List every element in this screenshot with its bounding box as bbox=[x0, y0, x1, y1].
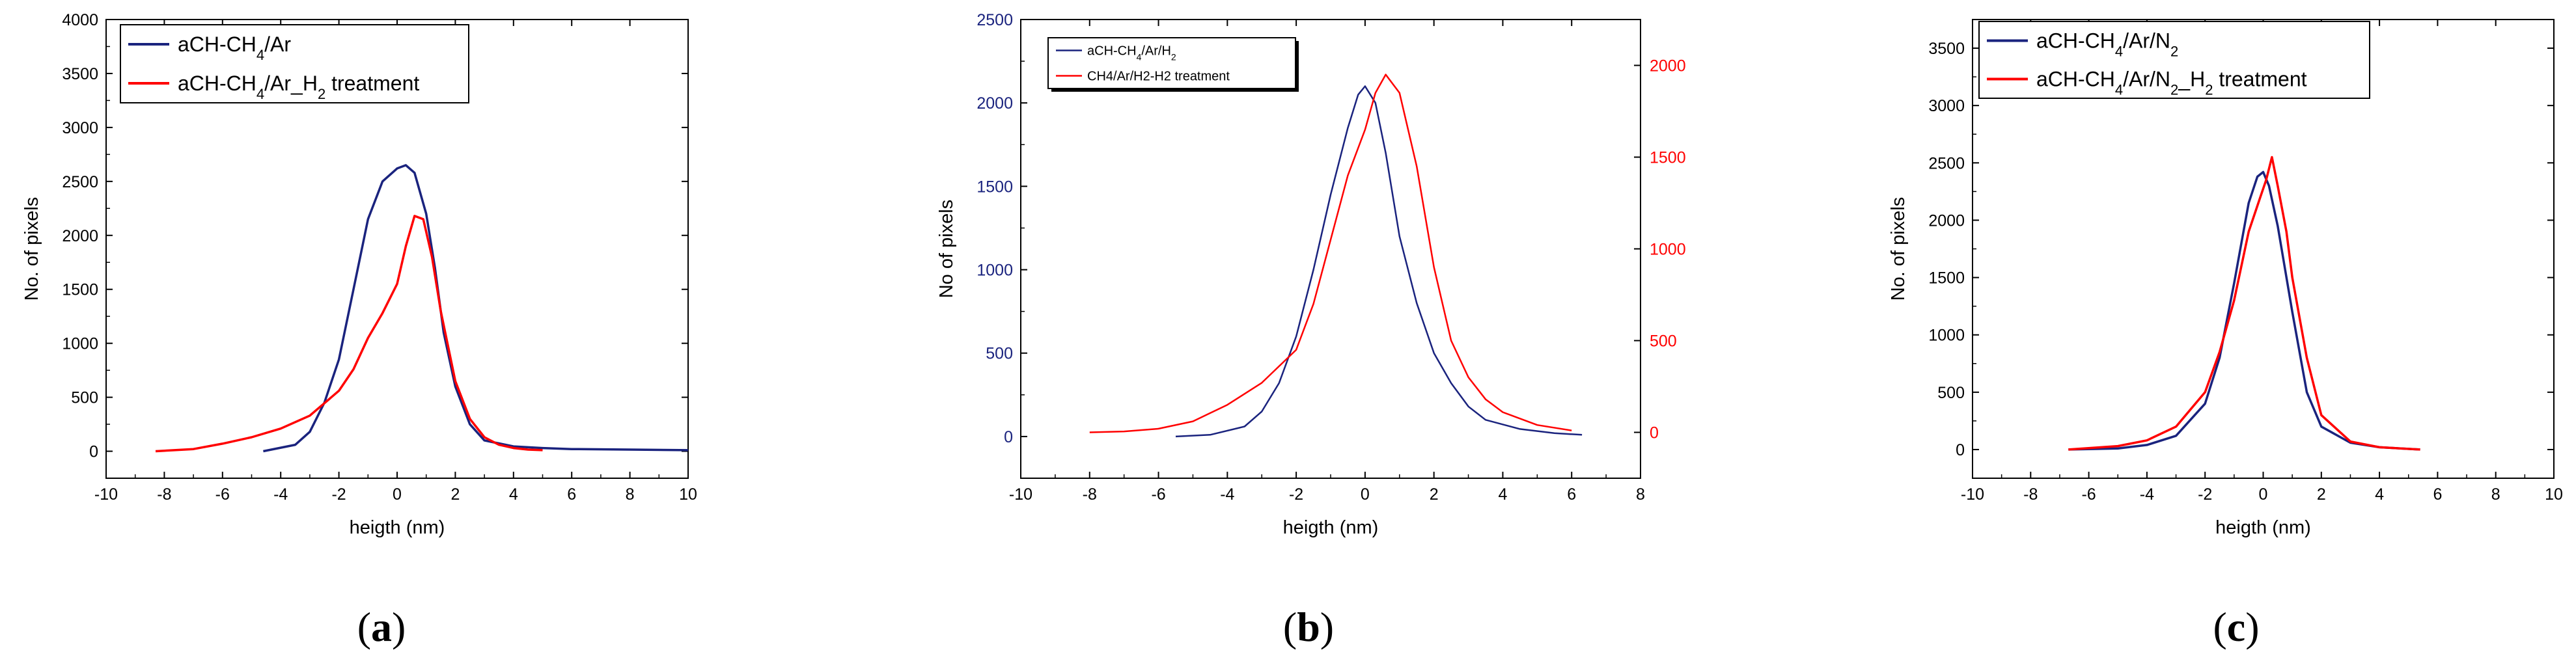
y-tick-label: 1000 bbox=[62, 335, 98, 353]
legend-box bbox=[1978, 21, 2370, 99]
y-tick-label: 2000 bbox=[1928, 211, 1965, 230]
x-tick-label: -8 bbox=[2023, 485, 2038, 504]
x-axis: -10 -8 -6 -4 -2 0 2 4 6 8 bbox=[1009, 20, 1645, 504]
series-line-1 bbox=[263, 164, 689, 453]
caption-c: (c) bbox=[2213, 604, 2259, 650]
y-tick-label: 4000 bbox=[62, 11, 98, 29]
legend-label-1: aCH-CH4/Ar/H2 bbox=[1087, 44, 1176, 62]
x-tick-label: 8 bbox=[626, 485, 635, 504]
legend-label-2: aCH-CH4/Ar_H2 treatment bbox=[178, 72, 419, 102]
series-line-1 bbox=[1175, 85, 1583, 438]
y2-tick-label: 2000 bbox=[1650, 57, 1686, 75]
y-axis-label: No. of pixels bbox=[1888, 197, 1909, 301]
x-tick-label: -4 bbox=[273, 485, 288, 504]
x-tick-label: -6 bbox=[215, 485, 230, 504]
y-axis: 0 500 1000 1500 2000 2500 bbox=[976, 11, 1027, 446]
series-line-2 bbox=[155, 215, 543, 453]
y-tick-label: 2500 bbox=[976, 11, 1013, 29]
panel-b-chart: -10 -8 -6 -4 -2 0 2 4 6 8 0 500 1000 1500 2000 2500 0 500… bbox=[936, 11, 1686, 538]
x-tick-label: 6 bbox=[567, 485, 576, 504]
x-axis-label: heigth (nm) bbox=[350, 517, 445, 538]
y-tick-label: 2000 bbox=[976, 94, 1013, 113]
y-axis-label: No. of pixels bbox=[21, 197, 42, 301]
x-tick-label: -10 bbox=[94, 485, 118, 504]
x-tick-label: 8 bbox=[2491, 485, 2500, 504]
x-tick-label: 0 bbox=[393, 485, 402, 504]
x-axis-label: heigth (nm) bbox=[1283, 517, 1379, 538]
x-tick-label: -8 bbox=[157, 485, 171, 504]
y-axis: 0 500 1000 1500 2000 2500 3000 3500 bbox=[1928, 40, 2554, 459]
x-axis-label: heigth (nm) bbox=[2215, 517, 2311, 538]
y-tick-label: 2500 bbox=[1928, 154, 1965, 172]
series-line-2 bbox=[1089, 74, 1572, 433]
x-tick-label: -10 bbox=[1961, 485, 1984, 504]
y-tick-label: 1500 bbox=[62, 281, 98, 299]
x-tick-label: 6 bbox=[1567, 485, 1576, 504]
x-tick-label: -8 bbox=[1083, 485, 1097, 504]
y-tick-label: 2500 bbox=[62, 173, 98, 191]
legend-label-2: CH4/Ar/H2-H2 treatment bbox=[1087, 70, 1230, 84]
x-tick-label: 2 bbox=[450, 485, 460, 504]
legend: aCH-CH4/Ar/H2 CH4/Ar/H2-H2 treatment bbox=[1047, 37, 1299, 92]
x-tick-label: 10 bbox=[2545, 485, 2563, 504]
panel-a-chart: -10 -8 -6 -4 -2 0 2 4 6 8 10 0 500 1000 1500 2000 2500 30… bbox=[21, 11, 697, 538]
y2-tick-label: 1500 bbox=[1650, 149, 1686, 167]
y2-axis: 0 500 1000 1500 2000 bbox=[1634, 57, 1686, 442]
caption-b: (b) bbox=[1283, 604, 1334, 650]
x-tick-label: 2 bbox=[2317, 485, 2326, 504]
y-tick-label: 3000 bbox=[62, 119, 98, 137]
y2-tick-label: 1000 bbox=[1650, 241, 1686, 259]
x-tick-label: 0 bbox=[1361, 485, 1370, 504]
x-tick-label: 8 bbox=[1636, 485, 1645, 504]
y-tick-label: 3500 bbox=[1928, 40, 1965, 58]
y-tick-label: 1000 bbox=[976, 262, 1013, 280]
legend-box bbox=[120, 24, 469, 103]
caption-a: (a) bbox=[357, 604, 406, 650]
x-tick-label: -4 bbox=[1220, 485, 1234, 504]
y-tick-label: 500 bbox=[986, 345, 1013, 363]
panel-c-chart: -10 -8 -6 -4 -2 0 2 4 6 8 10 0 500 1000 1500 2000 2500 30… bbox=[1888, 19, 2563, 538]
x-tick-label: -4 bbox=[2140, 485, 2154, 504]
x-tick-label: 10 bbox=[679, 485, 697, 504]
y-tick-label: 0 bbox=[89, 443, 98, 461]
x-tick-label: 4 bbox=[1498, 485, 1507, 504]
series-line-2 bbox=[2068, 156, 2420, 451]
y-tick-label: 0 bbox=[1004, 428, 1013, 446]
x-tick-label: 0 bbox=[2259, 485, 2268, 504]
x-tick-label: -6 bbox=[2081, 485, 2096, 504]
y-tick-label: 1000 bbox=[1928, 327, 1965, 345]
y-axis: 0 500 1000 1500 2000 2500 3000 3500 4000 bbox=[62, 11, 688, 461]
y-tick-label: 2000 bbox=[62, 227, 98, 245]
y-axis-label: No of pixels bbox=[936, 200, 957, 299]
x-tick-label: -2 bbox=[331, 485, 346, 504]
x-tick-label: -10 bbox=[1009, 485, 1032, 504]
y-tick-label: 1500 bbox=[976, 178, 1013, 196]
y2-tick-label: 0 bbox=[1650, 424, 1659, 442]
legend: aCH-CH4/Ar/N2 aCH-CH4/Ar/N2_H2 treatment bbox=[1978, 21, 2370, 99]
y2-tick-label: 500 bbox=[1650, 332, 1677, 351]
x-tick-label: 4 bbox=[2375, 485, 2384, 504]
y-tick-label: 500 bbox=[1937, 384, 1965, 402]
x-axis: -10 -8 -6 -4 -2 0 2 4 6 8 10 bbox=[1961, 20, 2563, 504]
legend-label-2: aCH-CH4/Ar/N2_H2 treatment bbox=[2036, 68, 2307, 98]
x-tick-label: 2 bbox=[1430, 485, 1439, 504]
legend-label-1: aCH-CH4/Ar bbox=[178, 33, 291, 63]
x-tick-label: -2 bbox=[2198, 485, 2212, 504]
x-tick-label: -2 bbox=[1289, 485, 1303, 504]
y-tick-label: 3000 bbox=[1928, 97, 1965, 115]
x-tick-label: 4 bbox=[509, 485, 518, 504]
y-tick-label: 500 bbox=[71, 389, 98, 407]
y-tick-label: 0 bbox=[1956, 441, 1965, 459]
series-line-1 bbox=[2068, 170, 2420, 451]
legend-label-1: aCH-CH4/Ar/N2 bbox=[2036, 29, 2178, 60]
x-tick-label: 6 bbox=[2433, 485, 2442, 504]
legend: aCH-CH4/Ar aCH-CH4/Ar_H2 treatment bbox=[120, 24, 469, 103]
y-tick-label: 3500 bbox=[62, 65, 98, 83]
y-tick-label: 1500 bbox=[1928, 269, 1965, 288]
x-tick-label: -6 bbox=[1151, 485, 1165, 504]
legend-box bbox=[1047, 37, 1296, 89]
